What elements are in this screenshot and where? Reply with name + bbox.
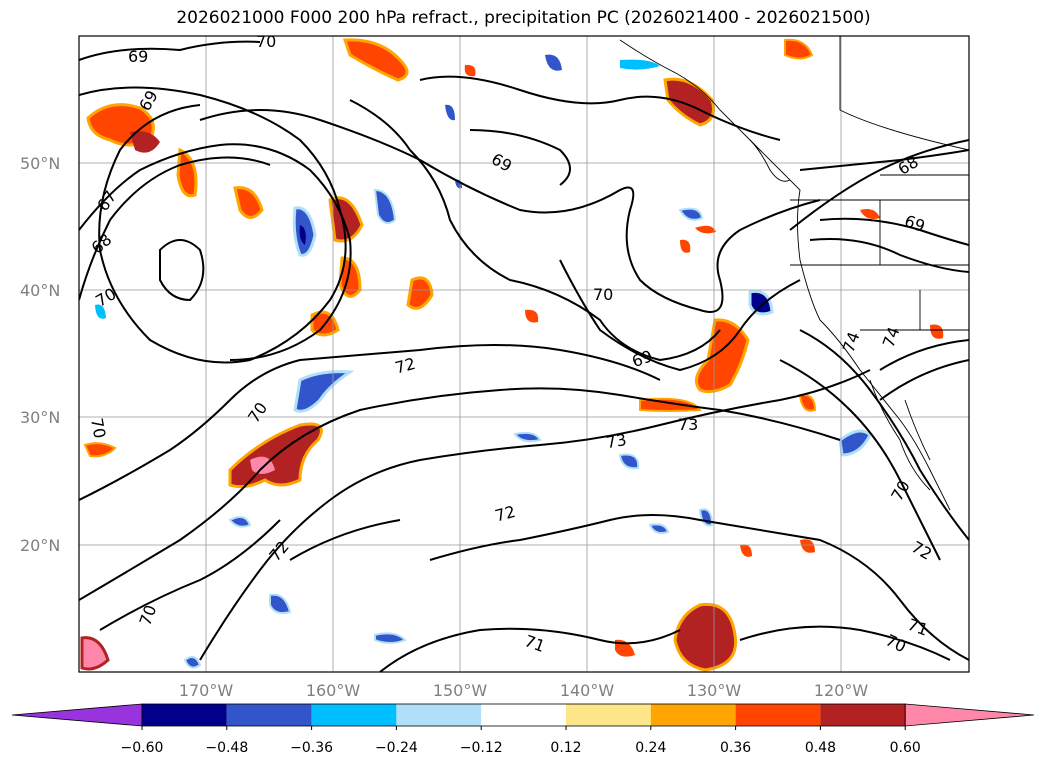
colorbar-cell (820, 704, 906, 726)
graticule (79, 36, 969, 672)
contour-label: 72 (393, 354, 418, 378)
colorbar-tick-label: −0.60 (121, 740, 164, 756)
lon-label: 120°W (814, 681, 869, 700)
contour-label: 73 (605, 430, 628, 452)
colorbar-cells (11, 703, 1035, 727)
colorbar-cell (396, 704, 482, 726)
precip-positive-areas (80, 38, 944, 672)
colorbar-extend-low (11, 703, 143, 727)
colorbar-tick-label: 0.36 (720, 740, 751, 756)
lat-label: 30°N (20, 408, 60, 427)
colorbar-extend-high (904, 703, 1035, 727)
colorbar-cell (311, 704, 397, 726)
contour-label: 69 (128, 47, 148, 66)
colorbar-cell (226, 704, 312, 726)
colorbar-tick-label: −0.36 (290, 740, 333, 756)
colorbar-tick-label: −0.24 (375, 740, 418, 756)
latitude-labels: 50°N 40°N 30°N 20°N (20, 154, 60, 555)
contour-label: 70 (87, 417, 109, 440)
lon-label: 140°W (560, 681, 615, 700)
colorbar-outline (141, 703, 906, 727)
lon-label: 170°W (179, 681, 234, 700)
colorbar-tick-label: 0.24 (635, 740, 666, 756)
colorbar-cell (142, 704, 227, 726)
colorbar-tick-label: −0.48 (205, 740, 248, 756)
colorbar-tick-label: −0.12 (460, 740, 503, 756)
contour-label: 73 (678, 415, 698, 434)
colorbar-tick-label: 0.48 (805, 740, 836, 756)
lon-label: 150°W (433, 681, 488, 700)
colorbar: −0.60 −0.48 −0.36 −0.24 −0.12 0.12 0.24 0.36 0.4… (11, 703, 1035, 756)
colorbar-tick-label: 0.60 (890, 740, 921, 756)
lon-label: 130°W (687, 681, 742, 700)
lon-label: 160°W (306, 681, 361, 700)
contour-label: 70 (593, 285, 613, 304)
map-frame (78, 35, 970, 673)
colorbar-ticks: −0.60 −0.48 −0.36 −0.24 −0.12 0.12 0.24 0.36 0.4… (121, 726, 921, 756)
colorbar-cell (735, 704, 821, 726)
map-title: 2026021000 F000 200 hPa refract., precip… (176, 8, 871, 28)
longitude-labels: 170°W 160°W 150°W 140°W 130°W 120°W (179, 681, 869, 700)
colorbar-cell (566, 704, 651, 726)
contour-label: 72 (493, 502, 518, 526)
contour-label: 70 (256, 32, 276, 51)
colorbar-cell (650, 704, 736, 726)
colorbar-cell (481, 704, 566, 726)
lat-label: 50°N (20, 154, 60, 173)
lat-label: 20°N (20, 536, 60, 555)
map-frame-background (79, 36, 969, 672)
refractivity-contours (79, 40, 969, 672)
lat-label: 40°N (20, 281, 60, 300)
colorbar-tick-label: 0.12 (550, 740, 581, 756)
